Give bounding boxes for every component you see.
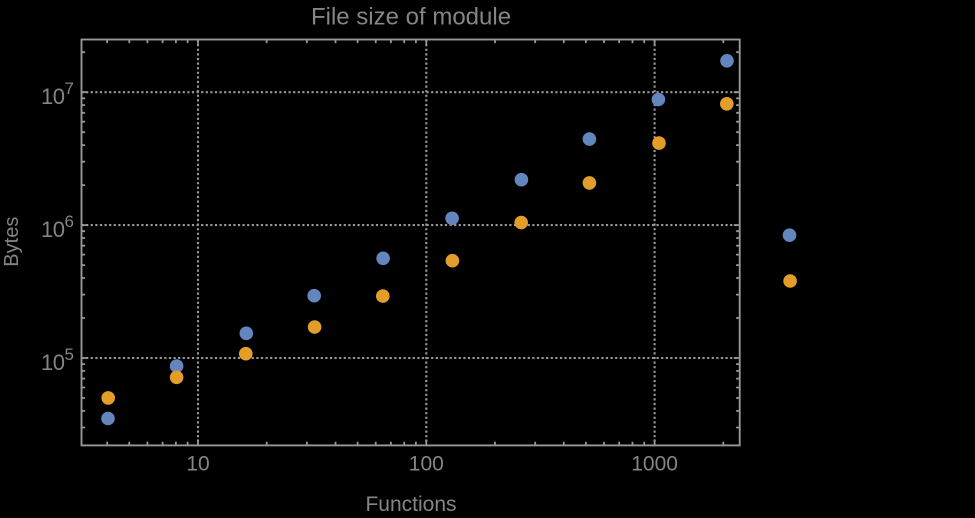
svg-text:Functions: Functions [365,493,456,513]
svg-text:105: 105 [41,345,73,375]
svg-text:107: 107 [41,79,73,109]
svg-text:File size of module: File size of module [311,4,511,31]
svg-text:Bytes: Bytes [1,217,23,267]
svg-text:10: 10 [186,453,209,476]
svg-text:1000: 1000 [631,453,678,476]
svg-text:100: 100 [409,453,444,476]
svg-text:106: 106 [41,212,73,242]
